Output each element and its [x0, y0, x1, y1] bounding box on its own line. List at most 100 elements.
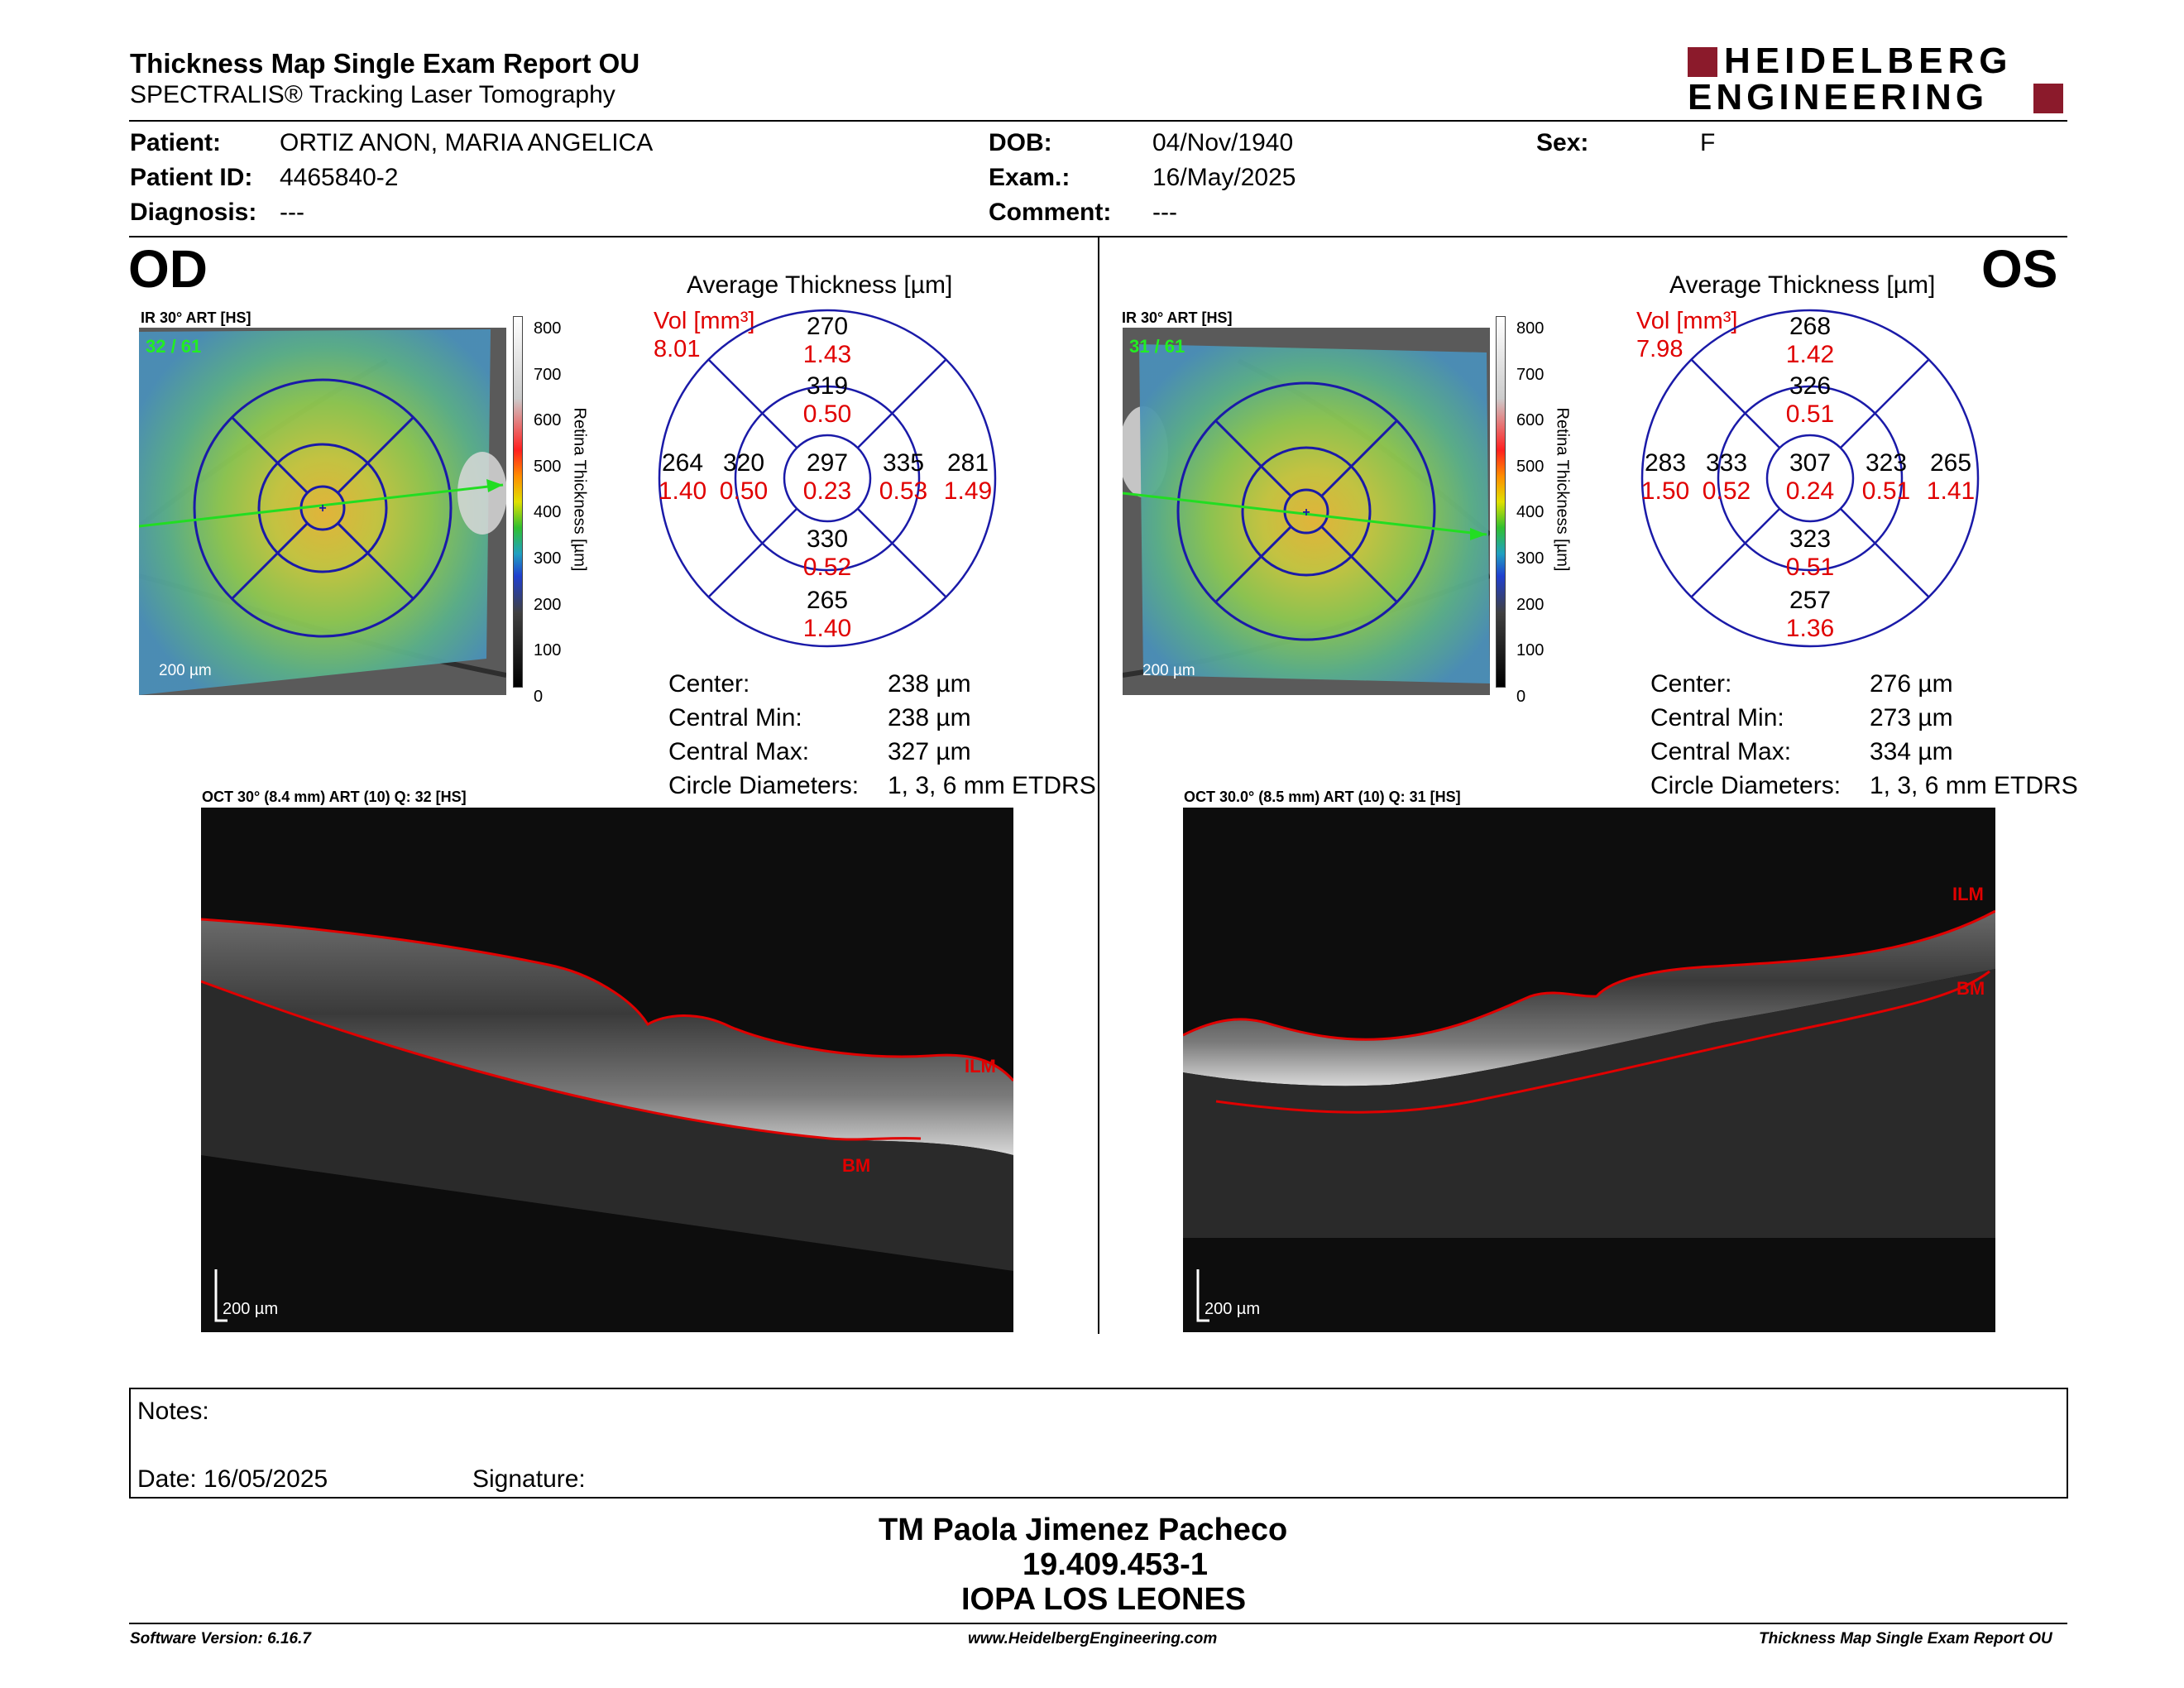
od-retina-band — [201, 919, 1013, 1155]
od-ilm-line — [201, 918, 1013, 1081]
footer-rule — [129, 1623, 2067, 1624]
os-ilm-label: ILM — [1952, 884, 1984, 904]
os-min-value: 273 µm — [1870, 704, 1953, 731]
os-center-value: 276 µm — [1870, 670, 1953, 698]
od-ir-label: IR 30° ART [HS] — [141, 309, 251, 326]
os-colorbar — [1496, 316, 1506, 688]
od-thickness-overlay — [139, 329, 491, 695]
os-ir-label: IR 30° ART [HS] — [1122, 309, 1233, 326]
os-etdrs-grid — [1640, 309, 1980, 648]
header-rule — [129, 120, 2067, 122]
svg-text:+: + — [318, 501, 326, 516]
od-sector-outer-left: 264 1.40 — [658, 449, 707, 505]
od-sector-inner-right: 335 0.53 — [879, 449, 928, 505]
comment-value: --- — [1152, 199, 1177, 226]
od-fundus-map: + 32 / 61 200 µm — [139, 328, 506, 695]
signer-rut: 19.409.453-1 — [1023, 1547, 1208, 1582]
od-etdrs-grid — [658, 309, 997, 648]
diagnosis-label: Diagnosis: — [130, 199, 257, 226]
heidelberg-logo: HEIDELBERG ENGINEERING — [1688, 41, 2068, 118]
tick: 600 — [1516, 411, 1545, 430]
os-max-label: Central Max: — [1650, 738, 1792, 765]
os-diam-value: 1, 3, 6 mm ETDRS — [1870, 772, 2078, 799]
tick: 700 — [1516, 365, 1545, 384]
od-vol-label: Vol [mm³] — [654, 308, 755, 334]
software-version: Software Version: 6.16.7 — [130, 1630, 311, 1647]
tick: 500 — [534, 457, 562, 476]
od-sector-inner-left: 320 0.50 — [719, 449, 769, 505]
sex-label: Sex: — [1536, 129, 1589, 156]
od-sector-inner-inf: 330 0.52 — [802, 525, 852, 581]
od-colorbar-ticks: 800 700 600 500 400 300 200 100 0 — [534, 306, 575, 706]
od-diam-value: 1, 3, 6 mm ETDRS — [888, 772, 1096, 799]
od-scan-line — [139, 483, 504, 528]
os-retina-band — [1183, 911, 1995, 1086]
tick: 200 — [534, 595, 562, 614]
od-avg-title: Average Thickness [µm] — [687, 271, 953, 299]
logo-line-2: ENGINEERING — [1688, 77, 1989, 117]
os-colorbar-ticks: 800 700 600 500 400 300 200 100 0 — [1516, 306, 1558, 706]
notes-label: Notes: — [137, 1398, 209, 1425]
dob-label: DOB: — [989, 129, 1052, 156]
od-max-label: Central Max: — [668, 738, 810, 765]
od-frames: 32 / 61 — [146, 336, 201, 357]
tick: 300 — [534, 549, 562, 568]
od-center-label: Center: — [668, 670, 750, 698]
svg-text:+: + — [1302, 506, 1310, 520]
od-bm-label: BM — [842, 1155, 870, 1176]
tick: 700 — [534, 365, 562, 384]
os-diam-label: Circle Diameters: — [1650, 772, 1842, 799]
od-colorbar — [513, 316, 523, 688]
os-min-label: Central Min: — [1650, 704, 1784, 731]
od-eye-label: OD — [128, 239, 208, 299]
report-title: Thickness Map Single Exam Report OU — [130, 48, 640, 79]
logo-square-icon-2 — [2033, 84, 2063, 113]
od-sector-outer-inf: 265 1.40 — [802, 587, 852, 642]
report-subtitle: SPECTRALIS® Tracking Laser Tomography — [130, 81, 615, 108]
os-avg-title: Average Thickness [µm] — [1669, 271, 1936, 299]
od-center-value: 238 µm — [888, 670, 971, 698]
patient-name: ORTIZ ANON, MARIA ANGELICA — [280, 129, 654, 156]
od-sector-inner-sup: 319 0.50 — [802, 372, 852, 428]
signer-block: TM Paola Jimenez Pacheco 19.409.453-1 IO… — [745, 1513, 1439, 1617]
tick: 0 — [1516, 687, 1526, 706]
od-diam-label: Circle Diameters: — [668, 772, 860, 799]
notes-box[interactable]: Notes: Date: 16/05/2025 Signature: — [129, 1388, 2068, 1499]
od-sector-outer-sup: 270 1.43 — [802, 313, 852, 368]
od-bm-line — [201, 980, 922, 1141]
os-oct-scan: ILM BM 200 µm — [1183, 808, 1995, 1332]
signer-org: IOPA LOS LEONES — [961, 1582, 1247, 1617]
footer-url[interactable]: www.HeidelbergEngineering.com — [968, 1630, 1218, 1647]
os-scan-line — [1123, 492, 1487, 536]
footer-report-name: Thickness Map Single Exam Report OU — [1759, 1630, 2052, 1647]
exam-value: 16/May/2025 — [1152, 164, 1296, 191]
os-frames: 31 / 61 — [1129, 336, 1185, 357]
logo-square-icon — [1688, 47, 1717, 77]
tick: 100 — [1516, 641, 1545, 660]
os-sector-outer-sup: 268 1.42 — [1785, 313, 1835, 368]
os-sector-outer-left: 283 1.50 — [1640, 449, 1690, 505]
center-divider — [1098, 237, 1099, 1334]
od-max-value: 327 µm — [888, 738, 971, 765]
os-colorbar-title: Retina Thickness [µm] — [1553, 407, 1572, 572]
od-min-value: 238 µm — [888, 704, 971, 731]
os-sector-center: 307 0.24 — [1785, 449, 1835, 505]
dob-value: 04/Nov/1940 — [1152, 129, 1294, 156]
patient-label: Patient: — [130, 129, 222, 156]
tick: 400 — [534, 503, 562, 522]
od-ilm-label: ILM — [965, 1056, 996, 1077]
od-sector-center: 297 0.23 — [802, 449, 852, 505]
os-center-label: Center: — [1650, 670, 1732, 698]
logo-line-1: HEIDELBERG — [1724, 41, 2013, 81]
os-sector-outer-inf: 257 1.36 — [1785, 587, 1835, 642]
od-oct-scale: 200 µm — [223, 1300, 278, 1318]
date-label: Date: 16/05/2025 — [137, 1465, 328, 1493]
os-max-value: 334 µm — [1870, 738, 1953, 765]
tick: 400 — [1516, 503, 1545, 522]
comment-label: Comment: — [989, 199, 1112, 226]
diagnosis-value: --- — [280, 199, 304, 226]
signature-label: Signature: — [472, 1465, 586, 1493]
info-rule — [129, 236, 2067, 237]
tick: 300 — [1516, 549, 1545, 568]
tick: 800 — [1516, 319, 1545, 338]
